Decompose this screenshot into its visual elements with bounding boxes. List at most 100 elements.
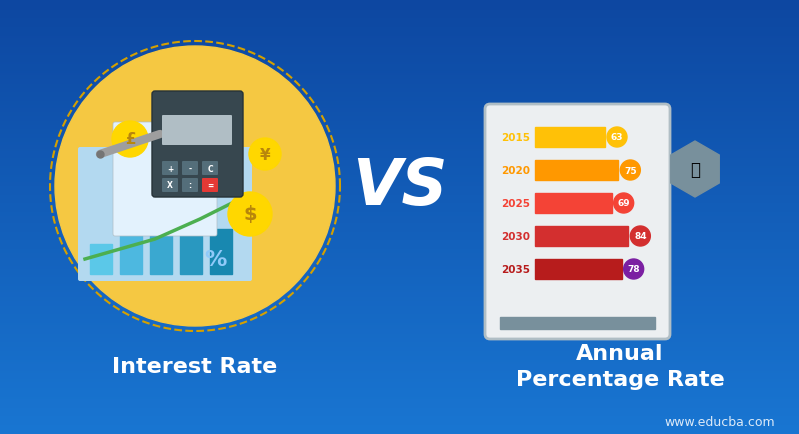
Bar bbox=[0, 378, 799, 380]
Bar bbox=[0, 291, 799, 293]
Bar bbox=[0, 108, 799, 111]
Bar bbox=[0, 271, 799, 273]
Bar bbox=[0, 260, 799, 263]
Bar bbox=[0, 232, 799, 234]
Text: www.educba.com: www.educba.com bbox=[665, 415, 775, 428]
Bar bbox=[535, 161, 618, 181]
Bar bbox=[0, 17, 799, 20]
Bar bbox=[0, 41, 799, 43]
Circle shape bbox=[55, 47, 335, 326]
Bar bbox=[0, 302, 799, 304]
Bar bbox=[0, 30, 799, 33]
Bar bbox=[0, 148, 799, 150]
Bar bbox=[0, 135, 799, 137]
Bar bbox=[0, 182, 799, 184]
Bar bbox=[0, 137, 799, 139]
Bar bbox=[0, 11, 799, 13]
Bar bbox=[0, 423, 799, 425]
Bar bbox=[180, 214, 202, 274]
FancyBboxPatch shape bbox=[182, 161, 198, 176]
Bar bbox=[0, 312, 799, 315]
Bar bbox=[0, 69, 799, 72]
Bar bbox=[0, 323, 799, 326]
Bar bbox=[0, 332, 799, 334]
Text: VS: VS bbox=[352, 156, 447, 217]
FancyBboxPatch shape bbox=[113, 123, 217, 237]
Bar bbox=[0, 111, 799, 113]
Bar bbox=[0, 143, 799, 145]
Bar bbox=[0, 289, 799, 291]
Text: 2035: 2035 bbox=[501, 264, 530, 274]
Bar bbox=[0, 56, 799, 59]
Bar bbox=[0, 28, 799, 30]
Bar bbox=[0, 352, 799, 354]
Bar bbox=[0, 115, 799, 117]
Bar bbox=[0, 410, 799, 412]
Bar bbox=[0, 15, 799, 17]
Bar bbox=[0, 161, 799, 163]
Bar bbox=[0, 122, 799, 124]
Text: =: = bbox=[207, 181, 213, 190]
Text: -: - bbox=[189, 164, 192, 173]
Text: £: £ bbox=[125, 132, 135, 147]
Bar bbox=[0, 380, 799, 382]
Bar bbox=[0, 267, 799, 269]
Bar bbox=[0, 9, 799, 11]
Bar bbox=[0, 237, 799, 239]
Bar bbox=[0, 156, 799, 158]
Bar bbox=[0, 391, 799, 393]
Bar bbox=[0, 104, 799, 106]
Bar bbox=[0, 80, 799, 82]
Bar bbox=[0, 269, 799, 271]
Text: 2030: 2030 bbox=[501, 231, 530, 241]
FancyBboxPatch shape bbox=[202, 178, 218, 193]
Bar bbox=[0, 382, 799, 384]
Bar bbox=[0, 404, 799, 406]
Bar bbox=[0, 293, 799, 295]
Bar bbox=[0, 299, 799, 302]
Bar bbox=[0, 226, 799, 228]
Bar bbox=[0, 360, 799, 362]
Bar bbox=[0, 102, 799, 104]
Bar bbox=[0, 373, 799, 375]
Text: 63: 63 bbox=[610, 133, 623, 142]
Bar bbox=[0, 241, 799, 243]
Bar bbox=[120, 224, 142, 274]
Text: 2020: 2020 bbox=[501, 166, 530, 176]
Bar bbox=[0, 152, 799, 154]
Bar bbox=[0, 306, 799, 308]
Bar bbox=[0, 72, 799, 74]
Text: +: + bbox=[167, 164, 173, 173]
Text: 75: 75 bbox=[624, 166, 637, 175]
Bar bbox=[0, 141, 799, 143]
Text: %: % bbox=[204, 250, 226, 270]
Bar bbox=[0, 427, 799, 430]
Bar bbox=[0, 308, 799, 310]
Bar bbox=[0, 210, 799, 213]
Text: :: : bbox=[189, 181, 192, 190]
Bar bbox=[0, 87, 799, 89]
Bar bbox=[0, 315, 799, 317]
Bar bbox=[535, 128, 605, 148]
Circle shape bbox=[112, 122, 148, 158]
Bar bbox=[0, 295, 799, 297]
Bar bbox=[0, 345, 799, 347]
Bar bbox=[0, 74, 799, 76]
Circle shape bbox=[614, 194, 634, 214]
Bar bbox=[0, 93, 799, 95]
Bar bbox=[0, 356, 799, 358]
FancyBboxPatch shape bbox=[78, 148, 252, 281]
Bar bbox=[0, 89, 799, 91]
Bar bbox=[0, 50, 799, 52]
Bar bbox=[0, 204, 799, 206]
Bar bbox=[0, 234, 799, 237]
Bar bbox=[0, 310, 799, 312]
Bar bbox=[0, 7, 799, 9]
Bar bbox=[0, 221, 799, 224]
Bar bbox=[0, 258, 799, 260]
Bar bbox=[0, 375, 799, 378]
Bar bbox=[0, 208, 799, 210]
Bar bbox=[0, 284, 799, 286]
Bar bbox=[0, 265, 799, 267]
Bar bbox=[0, 215, 799, 217]
